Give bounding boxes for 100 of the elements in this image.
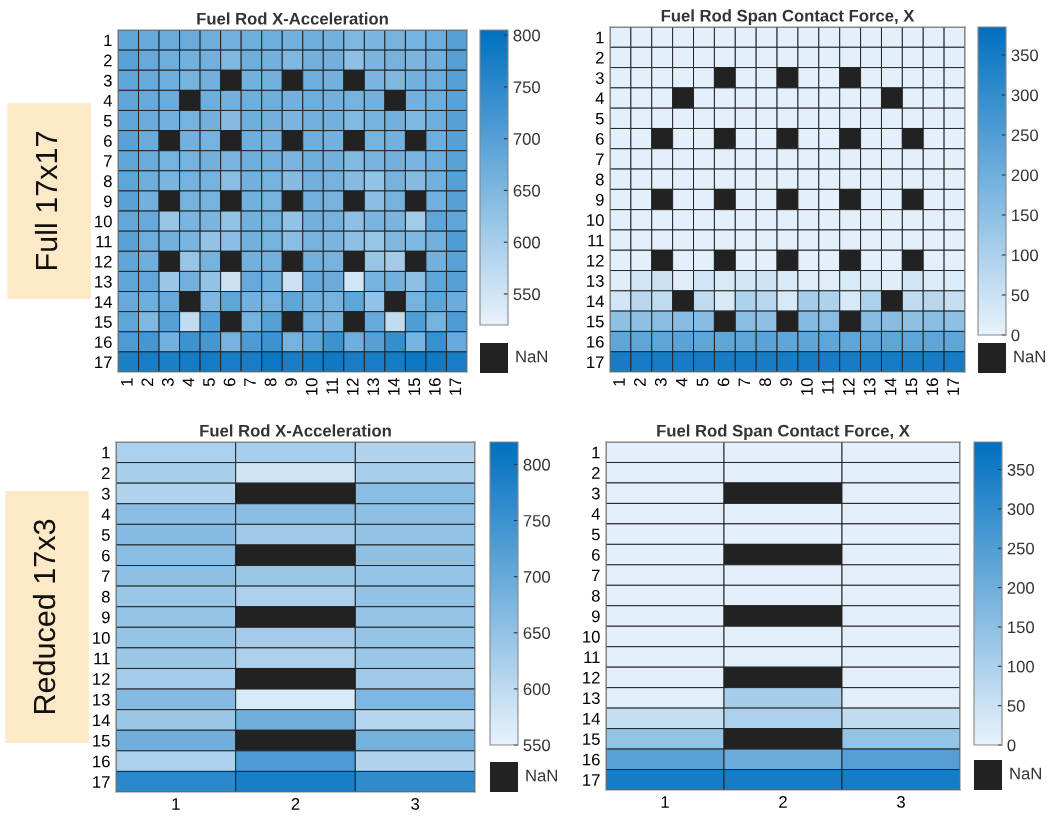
y-tick-label: 11 xyxy=(584,651,600,663)
color-bar-label: 0 xyxy=(1007,739,1016,752)
y-tick-label: 12 xyxy=(583,671,600,684)
color-bar-label: 700 xyxy=(523,571,551,583)
x-tick-label: 2 xyxy=(291,798,300,810)
text: NaN xyxy=(526,769,557,782)
y-tick-label: 10 xyxy=(95,215,112,228)
x-tick-label: 1 xyxy=(661,796,669,808)
x-tick-label: 4 xyxy=(675,378,688,387)
x-tick-label: 17 xyxy=(947,378,959,395)
y-tick-label: 6 xyxy=(102,549,110,562)
x-tick-label: 14 xyxy=(884,378,897,395)
x-tick-label: 3 xyxy=(411,798,420,810)
y-axis-title: Reduced 17x3 xyxy=(32,519,56,714)
text: NaN xyxy=(516,350,547,363)
y-tick-label: 4 xyxy=(103,94,112,107)
color-bar-label: 700 xyxy=(513,133,541,145)
y-tick-label: 2 xyxy=(104,54,112,67)
x-tick-label: 13 xyxy=(367,378,380,395)
y-tick-label: 15 xyxy=(95,316,112,328)
x-tick-label: 2 xyxy=(779,796,787,808)
color-bar-label: 750 xyxy=(513,81,541,94)
y-tick-label: 6 xyxy=(596,133,604,145)
y-tick-label: 5 xyxy=(595,112,604,125)
x-tick-label: 7 xyxy=(738,378,751,386)
chart-title: Fuel Rod X-Acceleration xyxy=(197,12,388,25)
x-tick-label: 1 xyxy=(613,378,625,386)
x-tick-label: 1 xyxy=(172,798,180,810)
x-tick-label: 8 xyxy=(759,378,772,387)
text: NaN xyxy=(1010,767,1041,780)
x-tick-label: 16 xyxy=(428,378,441,395)
color-bar-label: 600 xyxy=(523,683,551,696)
x-tick-label: 4 xyxy=(182,378,195,387)
y-axis-title: Full 17x17 xyxy=(34,132,58,269)
y-tick-label: 12 xyxy=(93,673,110,685)
x-tick-label: 5 xyxy=(203,378,215,387)
y-tick-label: 7 xyxy=(102,570,110,582)
x-tick-label: 15 xyxy=(905,378,918,395)
y-tick-label: 8 xyxy=(595,173,604,186)
x-tick-label: 10 xyxy=(801,378,813,395)
y-tick-label: 7 xyxy=(596,153,604,165)
y-tick-label: 16 xyxy=(587,335,604,348)
y-tick-label: 9 xyxy=(591,610,600,623)
x-tick-label: 14 xyxy=(387,378,400,395)
color-bar-label: 550 xyxy=(523,739,551,752)
chart-title: Fuel Rod Span Contact Force, X xyxy=(661,9,915,25)
y-tick-label: 14 xyxy=(587,295,604,308)
color-bar-label: 650 xyxy=(523,627,551,639)
text: NaN xyxy=(1014,350,1045,363)
color-bar-label: 250 xyxy=(1007,542,1035,555)
y-tick-label: 10 xyxy=(587,214,604,226)
x-tick-label: 3 xyxy=(654,378,667,387)
y-tick-label: 2 xyxy=(596,51,604,64)
y-tick-label: 12 xyxy=(95,255,112,268)
color-bar-label: 100 xyxy=(1008,660,1035,673)
x-tick-label: 6 xyxy=(223,378,236,386)
y-tick-label: 17 xyxy=(583,774,600,786)
x-tick-label: 10 xyxy=(305,378,318,395)
x-tick-label: 9 xyxy=(285,378,297,387)
y-tick-label: 10 xyxy=(583,630,600,643)
color-bar-label: 650 xyxy=(513,184,541,197)
y-tick-label: 11 xyxy=(96,235,112,248)
y-tick-label: 15 xyxy=(583,733,600,746)
color-bar-label: 350 xyxy=(1011,49,1039,62)
x-tick-label: 2 xyxy=(634,378,646,386)
y-tick-label: 13 xyxy=(93,693,110,706)
color-bar-label: 300 xyxy=(1007,503,1035,516)
y-tick-label: 16 xyxy=(583,753,600,766)
y-tick-label: 11 xyxy=(94,652,110,665)
x-tick-label: 17 xyxy=(449,378,462,395)
y-tick-label: 4 xyxy=(101,508,110,521)
y-tick-label: 2 xyxy=(592,467,600,479)
y-tick-label: 9 xyxy=(595,193,604,206)
y-tick-label: 5 xyxy=(101,529,110,541)
y-tick-label: 15 xyxy=(93,735,110,747)
color-bar-label: 350 xyxy=(1007,463,1035,476)
y-tick-label: 9 xyxy=(101,611,110,624)
y-tick-label: 17 xyxy=(93,776,110,788)
y-tick-label: 3 xyxy=(591,487,600,500)
y-tick-label: 13 xyxy=(587,275,604,287)
color-bar-label: 600 xyxy=(513,236,541,249)
x-tick-label: 12 xyxy=(842,378,855,395)
y-tick-label: 2 xyxy=(102,467,110,479)
color-bar-label: 250 xyxy=(1011,129,1039,142)
color-bar-label: 50 xyxy=(1007,700,1025,712)
y-tick-label: 17 xyxy=(587,356,604,368)
x-tick-label: 11 xyxy=(326,378,338,394)
y-tick-label: 16 xyxy=(95,336,112,349)
color-bar-label: 300 xyxy=(1011,89,1039,102)
x-tick-label: 11 xyxy=(822,378,834,394)
x-tick-label: 15 xyxy=(408,378,421,395)
y-tick-label: 5 xyxy=(103,115,112,127)
y-tick-label: 6 xyxy=(592,548,600,561)
x-tick-label: 7 xyxy=(244,378,256,386)
color-bar-label: 800 xyxy=(523,458,551,471)
y-tick-label: 6 xyxy=(104,135,112,147)
x-tick-label: 16 xyxy=(926,378,939,395)
y-tick-label: 8 xyxy=(101,590,110,603)
y-tick-label: 13 xyxy=(583,692,600,705)
chart-title: Fuel Rod Span Contact Force, X xyxy=(657,424,910,440)
